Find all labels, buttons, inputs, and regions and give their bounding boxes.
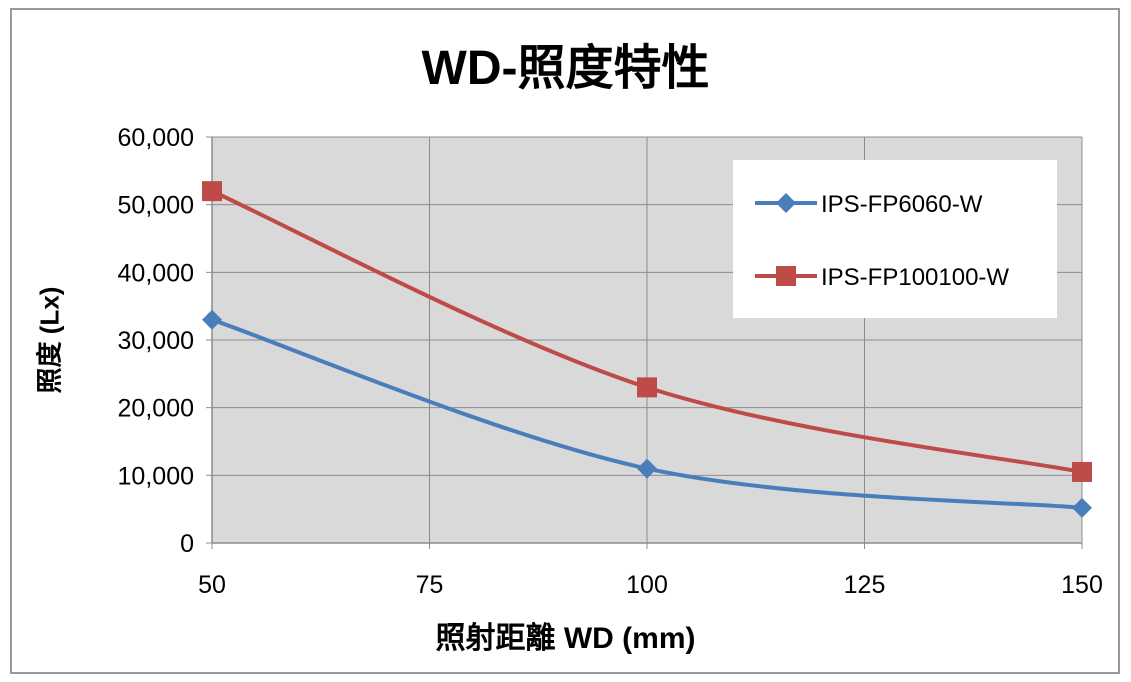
data-point-IPS-FP6060-W-150 — [1072, 497, 1092, 518]
legend-label-IPS-FP100100-W: IPS-FP100100-W — [821, 264, 1009, 291]
x-tick-label: 50 — [198, 571, 226, 599]
x-tick-label: 150 — [1061, 571, 1103, 599]
y-tick-label: 40,000 — [118, 259, 194, 287]
legend-marker-IPS-FP6060-W — [776, 193, 796, 213]
x-tick-label: 100 — [626, 571, 668, 599]
data-point-IPS-FP6060-W-100 — [637, 458, 657, 479]
chart-title: WD-照度特性 — [421, 42, 710, 95]
y-tick-label: 0 — [180, 530, 194, 558]
data-point-IPS-FP100100-W-100 — [637, 377, 657, 398]
legend-label-IPS-FP6060-W: IPS-FP6060-W — [821, 191, 983, 218]
x-tick-label: 125 — [844, 571, 886, 599]
x-tick-label: 75 — [416, 571, 444, 599]
y-tick-label: 20,000 — [118, 395, 194, 423]
data-point-IPS-FP100100-W-150 — [1072, 461, 1092, 482]
y-tick-label: 50,000 — [118, 192, 194, 220]
y-tick-label: 60,000 — [118, 124, 194, 152]
legend-marker-IPS-FP100100-W — [776, 266, 796, 286]
y-tick-label: 10,000 — [118, 462, 194, 490]
x-axis-label: 照射距離 WD (mm) — [435, 622, 696, 655]
legend-box — [733, 160, 1057, 318]
y-tick-label: 30,000 — [118, 327, 194, 355]
data-point-IPS-FP6060-W-50 — [202, 309, 222, 330]
data-point-IPS-FP100100-W-50 — [202, 181, 222, 202]
